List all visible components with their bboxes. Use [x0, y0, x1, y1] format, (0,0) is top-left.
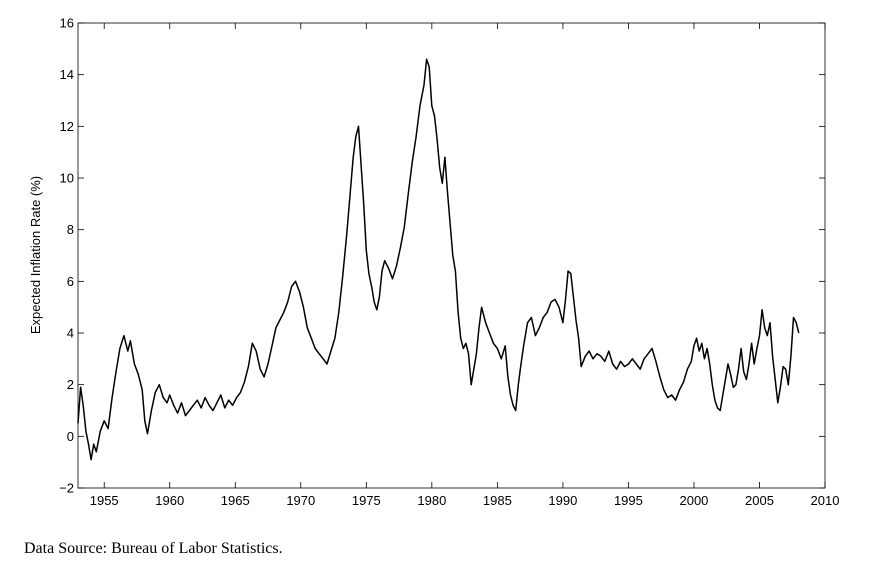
plot-frame: [77, 22, 826, 489]
x-tick-label: 1995: [614, 493, 643, 508]
y-axis-title: Expected Inflation Rate (%): [28, 176, 43, 334]
y-tick-label: 0: [67, 429, 74, 444]
x-tick-label: 1980: [417, 493, 446, 508]
line-chart: 1955 1960 1965 1970 1975 1980 1985 1990 1995 2000…: [28, 16, 840, 509]
x-tick-label: 2005: [745, 493, 774, 508]
expected-inflation-line: [77, 58, 800, 461]
y-tick-label: 2: [67, 377, 74, 392]
y-tick-label: 8: [67, 222, 74, 237]
y-tick-label: 14: [60, 67, 74, 82]
x-tick-label: 1990: [548, 493, 577, 508]
y-tick-label: 4: [67, 326, 74, 341]
y-tick-label: 10: [60, 171, 74, 186]
x-tick-label: 1970: [286, 493, 315, 508]
x-tick-label: 1955: [90, 493, 119, 508]
ticks-layer: [78, 22, 826, 489]
x-tick-label: 1960: [155, 493, 184, 508]
data-source-note: Data Source: Bureau of Labor Statistics.: [24, 540, 283, 557]
x-tick-label: 2010: [811, 493, 840, 508]
x-tick-label: 1985: [483, 493, 512, 508]
x-tick-label: 2000: [679, 493, 708, 508]
x-tick-label: 1965: [221, 493, 250, 508]
y-tick-label: 12: [60, 119, 74, 134]
y-tick-label: 6: [67, 274, 74, 289]
x-tick-labels: 1955 1960 1965 1970 1975 1980 1985 1990 1995 2000…: [90, 493, 840, 508]
y-tick-label: 16: [60, 16, 74, 31]
x-tick-label: 1975: [352, 493, 381, 508]
y-tick-label: −2: [59, 481, 74, 496]
y-tick-labels: −2 0 2 4 6 8 10 12 14 16: [59, 16, 74, 496]
